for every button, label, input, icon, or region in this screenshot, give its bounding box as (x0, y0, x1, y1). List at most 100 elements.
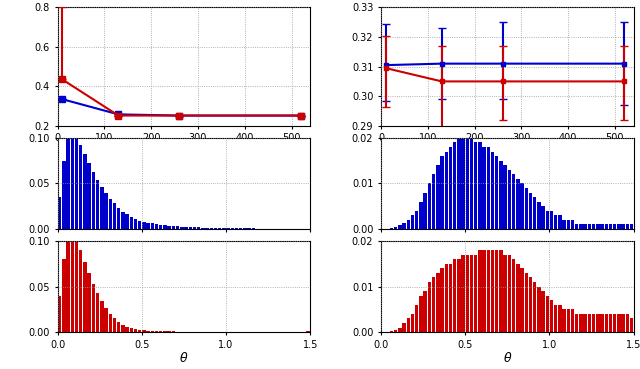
Bar (193, 227, 196, 229)
Bar (415, 305, 419, 332)
Bar (70, 237, 74, 332)
Bar (520, 183, 524, 229)
Bar (432, 174, 435, 229)
Bar (630, 224, 633, 229)
Bar (100, 301, 104, 332)
Bar (457, 138, 461, 229)
Bar (440, 156, 444, 229)
Bar (248, 228, 251, 229)
Bar (508, 255, 511, 332)
Bar (474, 255, 477, 332)
Bar (67, 133, 70, 229)
Bar (533, 197, 536, 229)
Bar (424, 193, 427, 229)
Bar (545, 211, 549, 229)
Bar (625, 314, 629, 332)
Bar (83, 154, 86, 229)
Bar (533, 282, 536, 332)
Bar (609, 224, 612, 229)
Bar (88, 273, 91, 332)
Bar (235, 228, 238, 229)
Bar (58, 296, 61, 332)
Bar (495, 250, 499, 332)
Bar (67, 241, 70, 332)
Bar (113, 203, 116, 229)
Bar (403, 323, 406, 332)
Bar (550, 211, 553, 229)
Bar (168, 226, 171, 229)
Bar (613, 314, 616, 332)
Bar (121, 325, 125, 332)
Bar (142, 222, 146, 229)
Bar (62, 161, 66, 229)
Bar (155, 331, 158, 332)
Bar (617, 224, 621, 229)
Bar (499, 161, 502, 229)
Bar (563, 220, 566, 229)
Bar (83, 262, 86, 332)
Bar (504, 165, 507, 229)
Bar (197, 227, 200, 229)
Bar (172, 226, 175, 229)
Bar (529, 193, 532, 229)
Bar (491, 250, 494, 332)
Bar (504, 255, 507, 332)
Bar (88, 163, 91, 229)
X-axis label: $\theta$: $\theta$ (502, 351, 512, 365)
Bar (516, 264, 520, 332)
Bar (121, 212, 125, 229)
Bar (100, 187, 104, 229)
X-axis label: $|Q|$: $|Q|$ (499, 145, 516, 159)
Bar (109, 314, 112, 332)
Bar (537, 201, 541, 229)
Bar (411, 314, 414, 332)
Bar (428, 282, 431, 332)
Bar (588, 314, 591, 332)
Bar (104, 308, 108, 332)
Bar (180, 227, 184, 229)
Bar (541, 206, 545, 229)
Bar (394, 227, 397, 229)
Bar (566, 309, 570, 332)
Bar (512, 259, 515, 332)
Bar (172, 331, 175, 332)
Bar (558, 215, 562, 229)
Bar (508, 170, 511, 229)
Bar (453, 142, 456, 229)
Bar (147, 223, 150, 229)
Bar (168, 331, 171, 332)
Bar (134, 330, 137, 332)
Bar (453, 259, 456, 332)
Bar (449, 147, 452, 229)
Bar (609, 314, 612, 332)
Bar (579, 224, 582, 229)
Bar (575, 314, 579, 332)
Bar (566, 220, 570, 229)
Bar (516, 179, 520, 229)
Bar (491, 152, 494, 229)
Bar (625, 224, 629, 229)
Bar (525, 188, 528, 229)
Bar (486, 147, 490, 229)
Bar (584, 224, 587, 229)
Bar (205, 228, 209, 229)
Bar (159, 331, 163, 332)
Bar (230, 228, 234, 229)
Bar (209, 228, 213, 229)
Bar (398, 225, 402, 229)
Bar (588, 224, 591, 229)
Bar (150, 224, 154, 229)
Bar (58, 197, 61, 229)
Bar (70, 129, 74, 229)
Bar (600, 314, 604, 332)
Bar (550, 300, 553, 332)
Bar (176, 226, 179, 229)
Bar (117, 322, 120, 332)
Bar (163, 331, 166, 332)
Bar (113, 318, 116, 332)
Bar (92, 284, 95, 332)
X-axis label: $|Q|$: $|Q|$ (175, 145, 192, 159)
Bar (150, 331, 154, 332)
Bar (415, 211, 419, 229)
Bar (470, 255, 473, 332)
